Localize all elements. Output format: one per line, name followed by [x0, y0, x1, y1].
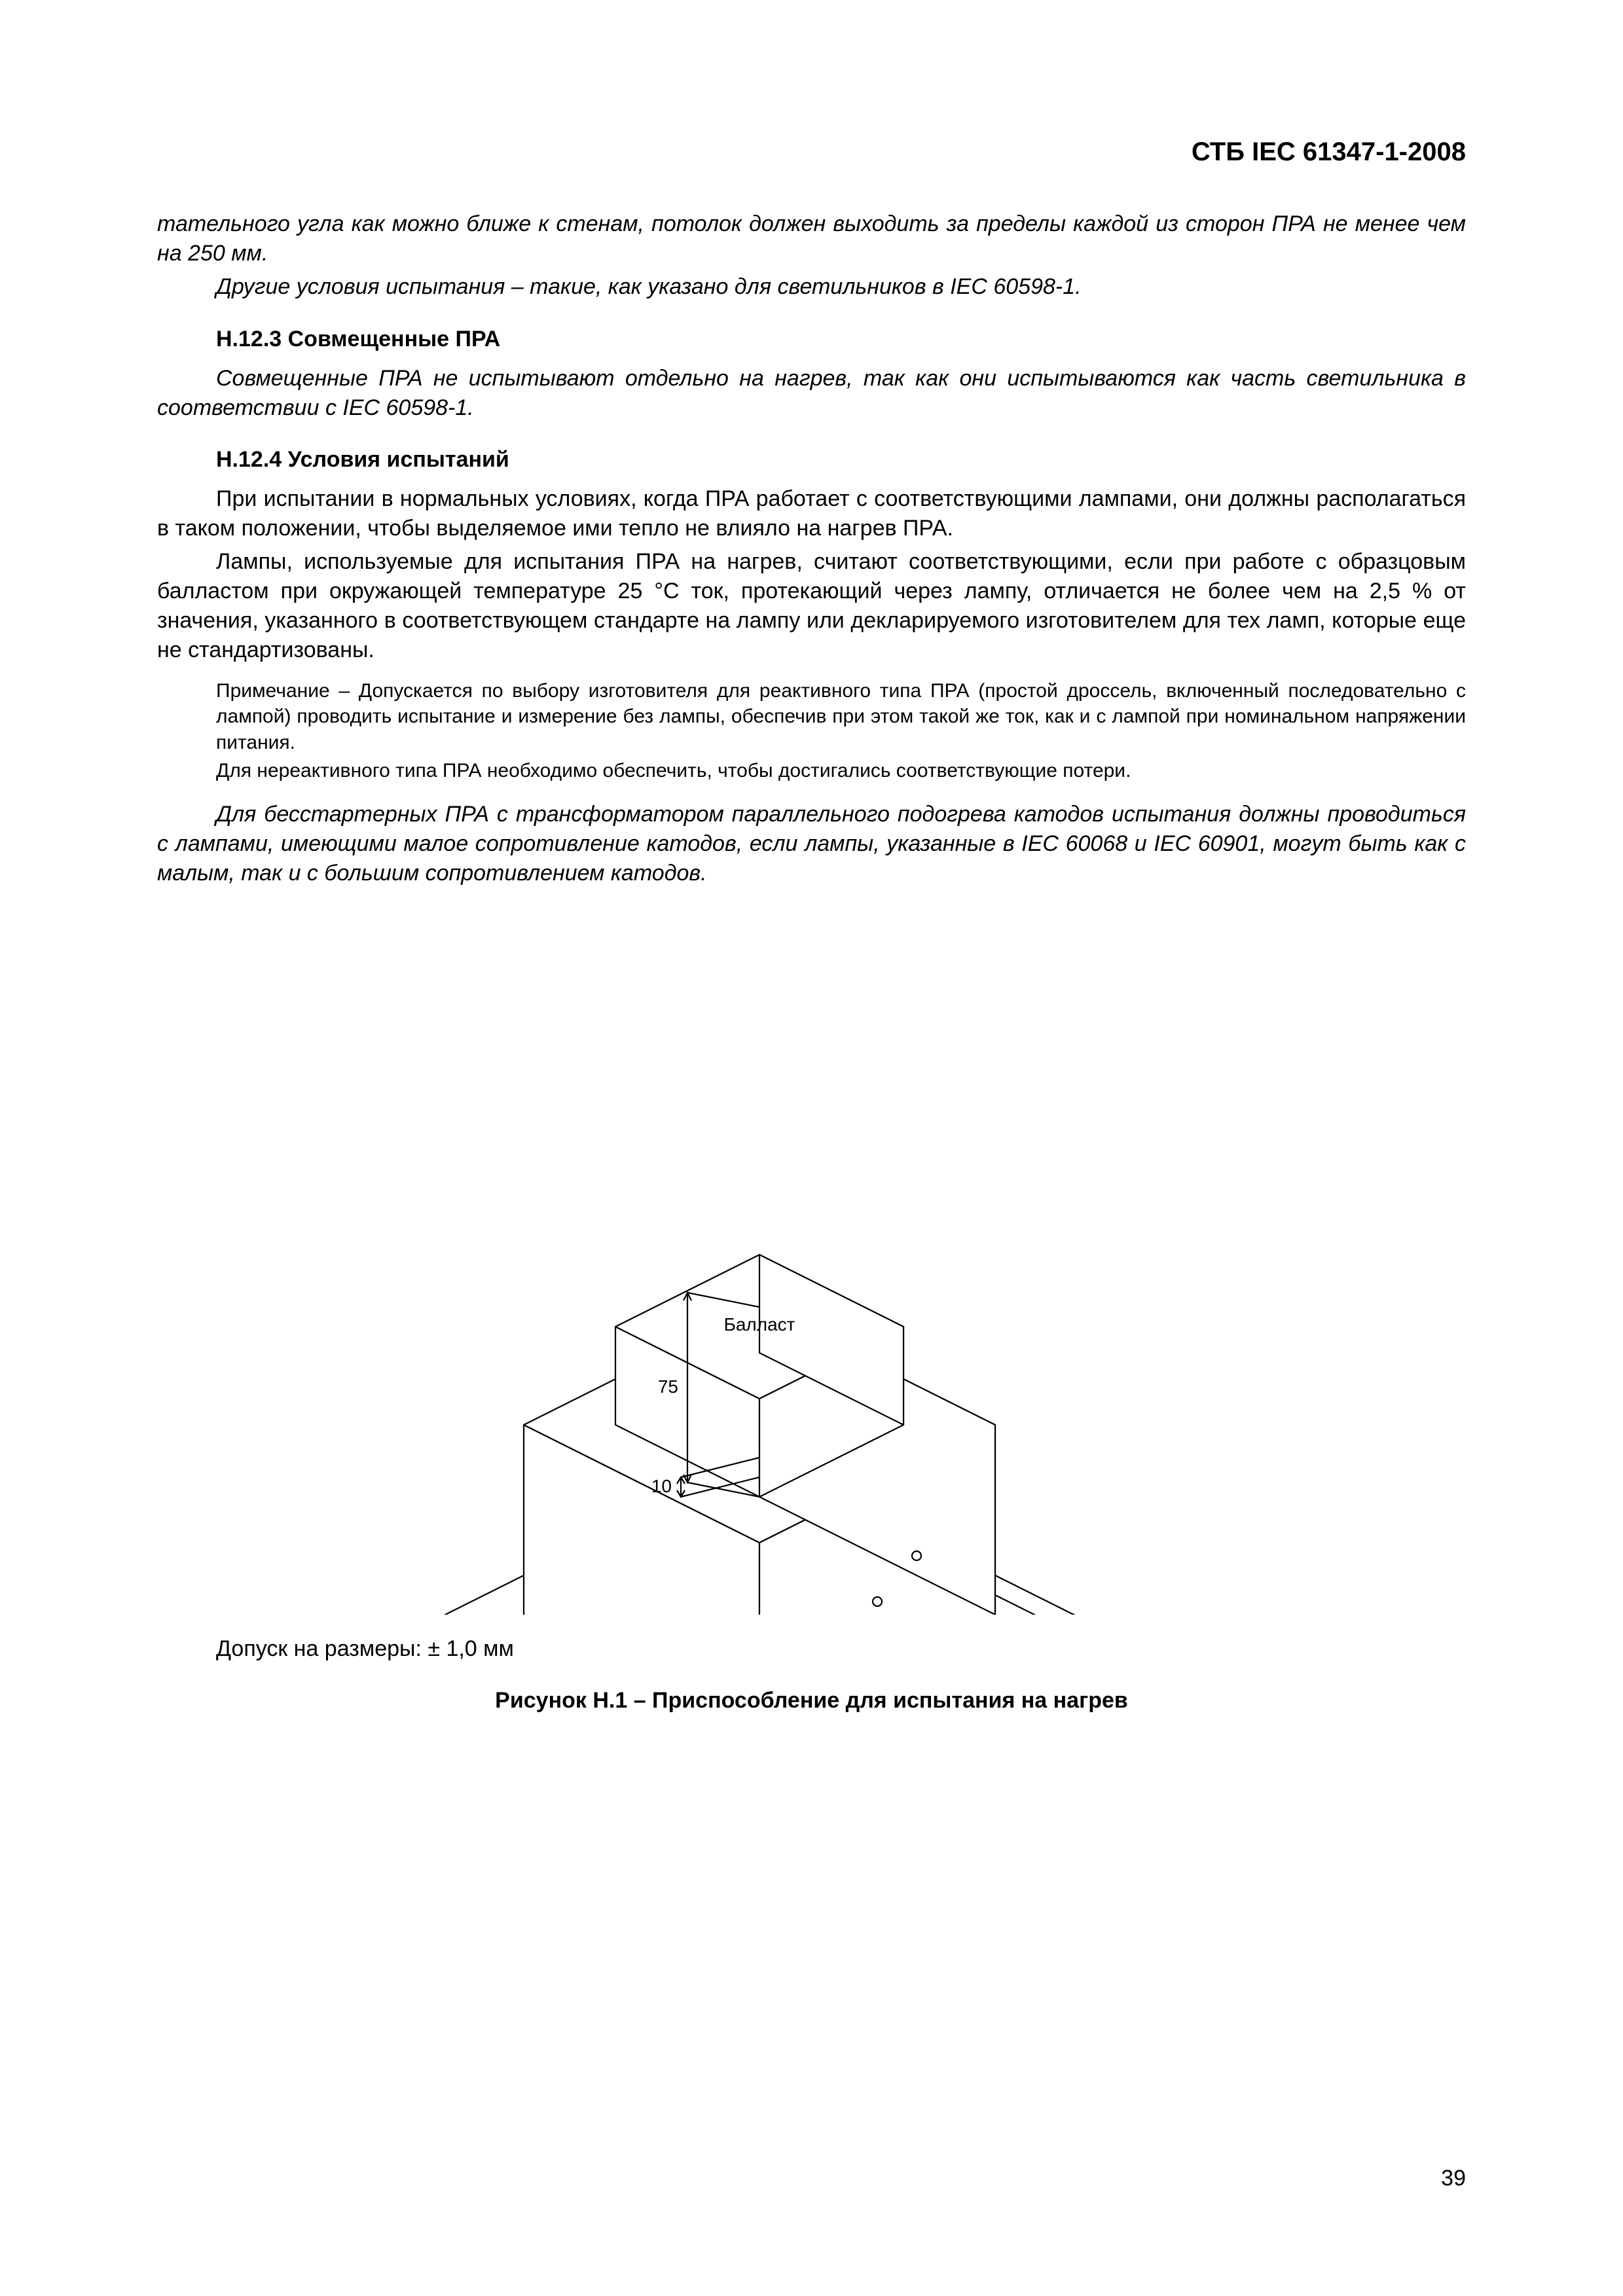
- svg-text:Балласт: Балласт: [723, 1314, 795, 1335]
- para-h12-3: Совмещенные ПРА не испытывают отдельно н…: [157, 364, 1466, 423]
- heading-h12-4: Н.12.4 Условия испытаний: [157, 447, 1466, 473]
- document-id-header: СТБ IEC 61347-1-2008: [1192, 137, 1466, 167]
- page-number: 39: [1441, 2166, 1466, 2191]
- para-h12-4-a: При испытании в нормальных условиях, ког…: [157, 484, 1466, 543]
- page: СТБ IEC 61347-1-2008 тательного угла как…: [0, 0, 1623, 2296]
- body-content: тательного угла как можно ближе к стенам…: [157, 209, 1466, 1713]
- continuation-para-2: Другие условия испытания – такие, как ук…: [157, 272, 1466, 302]
- svg-text:10: 10: [651, 1476, 671, 1496]
- note-1: Примечание – Допускается по выбору изгот…: [157, 678, 1466, 756]
- figure-tolerance: Допуск на размеры: ± 1,0 мм: [157, 1636, 1466, 1662]
- svg-text:75: 75: [657, 1376, 678, 1397]
- figure-h1-svg: Балласт7510Деревянные подставки: [354, 927, 1270, 1615]
- note-2: Для нереактивного типа ПРА необходимо об…: [157, 758, 1466, 784]
- figure-h1: Балласт7510Деревянные подставки Допуск н…: [157, 927, 1466, 1713]
- continuation-para-1: тательного угла как можно ближе к стенам…: [157, 209, 1466, 268]
- para-h12-4-c: Для бесстартерных ПРА с трансформатором …: [157, 800, 1466, 888]
- heading-h12-3: Н.12.3 Совмещенные ПРА: [157, 327, 1466, 352]
- figure-caption: Рисунок Н.1 – Приспособление для испытан…: [157, 1688, 1466, 1713]
- para-h12-4-b: Лампы, используемые для испытания ПРА на…: [157, 547, 1466, 665]
